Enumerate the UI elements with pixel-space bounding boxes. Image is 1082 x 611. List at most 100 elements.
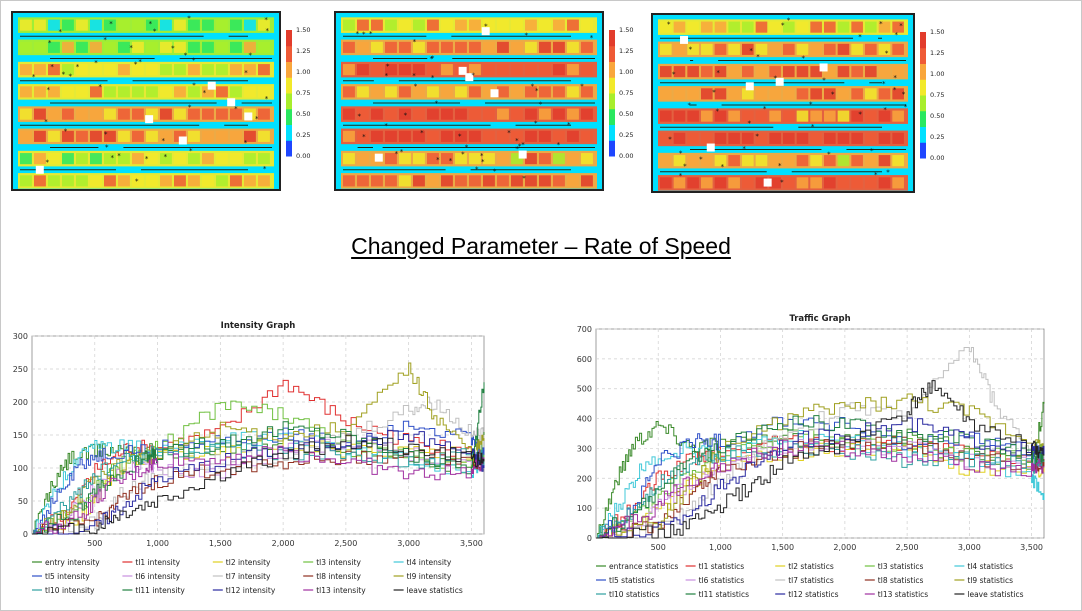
heat-cell <box>20 175 32 187</box>
heat-cell <box>258 130 270 142</box>
heat-cell <box>796 110 809 122</box>
heat-cell <box>413 175 425 187</box>
heat-cell <box>399 41 411 53</box>
heat-cell <box>865 155 877 167</box>
heat-cell <box>497 153 509 165</box>
heat-cell <box>687 66 699 78</box>
series-line <box>596 415 1045 539</box>
heat-cell <box>837 132 850 144</box>
heat-cell <box>701 43 713 55</box>
heat-cell <box>755 88 768 100</box>
heat-cell <box>851 66 863 78</box>
heat-cell <box>132 130 144 142</box>
heat-cell <box>851 155 863 167</box>
heat-cell <box>673 177 686 189</box>
heat-cell <box>413 19 425 31</box>
agent-marker: * <box>524 32 528 40</box>
heat-cell <box>769 110 781 122</box>
heat-cell <box>878 43 891 55</box>
heat-cell <box>525 41 537 53</box>
obstacle <box>35 165 44 174</box>
heat-cell <box>673 21 686 33</box>
scale-swatch <box>286 77 292 94</box>
heat-cell <box>497 175 509 187</box>
scale-swatch <box>286 140 292 157</box>
heat-cell <box>837 155 850 167</box>
heat-cell <box>539 41 551 53</box>
heat-cell <box>539 86 551 98</box>
heat-cell <box>174 86 186 98</box>
heat-cell <box>146 41 158 53</box>
heat-cell <box>76 108 88 120</box>
heat-cell <box>202 153 214 165</box>
agent-marker: * <box>76 63 80 71</box>
heat-cell <box>62 19 74 31</box>
agent-marker: * <box>404 111 408 119</box>
agent-marker: * <box>557 141 561 149</box>
heat-cell <box>188 86 200 98</box>
legend-label: tl1 intensity <box>135 558 180 567</box>
heat-cell <box>553 130 565 142</box>
heat-cell <box>539 175 551 187</box>
heat-cell <box>755 177 768 189</box>
heat-cell <box>258 153 270 165</box>
heat-cell <box>441 108 453 120</box>
heat-cell <box>810 155 822 167</box>
heat-cell <box>824 21 836 33</box>
agent-marker: * <box>32 73 36 81</box>
x-tick-label: 2,000 <box>833 543 856 552</box>
heat-cell <box>755 21 768 33</box>
heat-cell <box>34 19 46 31</box>
heat-cell <box>878 155 891 167</box>
y-tick-label: 300 <box>13 332 28 341</box>
heat-cell <box>701 132 713 144</box>
heat-cell <box>385 86 397 98</box>
obstacle <box>518 150 527 159</box>
agent-marker: * <box>484 23 488 31</box>
heat-cell <box>837 66 850 78</box>
heat-cell <box>742 43 754 55</box>
heat-cell <box>824 155 836 167</box>
heat-cell <box>62 153 74 165</box>
heat-cell <box>399 153 411 165</box>
scale-swatch <box>286 61 292 78</box>
heat-cell <box>132 108 144 120</box>
heat-cell <box>483 41 495 53</box>
heat-cell <box>160 108 172 120</box>
scale-label: 1.25 <box>296 47 310 55</box>
heat-cell <box>413 108 425 120</box>
heat-cell <box>469 64 481 76</box>
heat-cell <box>202 64 214 76</box>
heatmap-1: * * * * * * * * * * * * * * * * * * * * * * * * * * * * * * * * * * * * * * * *… <box>10 10 320 200</box>
agent-marker: * <box>188 103 192 111</box>
scale-swatch <box>609 45 615 62</box>
heat-cell <box>728 43 740 55</box>
heat-cell <box>385 153 397 165</box>
heat-cell <box>160 41 172 53</box>
heat-cell <box>174 153 186 165</box>
heat-cell <box>399 130 411 142</box>
heat-cell <box>427 86 439 98</box>
heat-cell <box>455 41 467 53</box>
heat-cell <box>660 110 672 122</box>
heat-cell <box>878 110 891 122</box>
heat-cell <box>399 64 411 76</box>
heat-cell <box>837 177 850 189</box>
obstacle <box>244 112 253 121</box>
scale-swatch <box>920 47 926 64</box>
heat-cell <box>525 64 537 76</box>
heat-cell <box>90 130 102 142</box>
heat-cell <box>188 153 200 165</box>
agent-marker: * <box>886 168 890 176</box>
agent-marker: * <box>809 101 813 109</box>
agent-marker: * <box>184 52 188 60</box>
heat-cell <box>146 153 158 165</box>
agent-marker: * <box>263 165 267 173</box>
heat-cell <box>469 175 481 187</box>
agent-marker: * <box>414 82 418 90</box>
agent-marker: * <box>672 70 676 78</box>
scale-swatch <box>920 95 926 112</box>
heat-cell <box>20 41 32 53</box>
maze-layer: * * * * * * * * * * * * * * * * * * * * * * * * * * * * * * * * * * * * * * * *… <box>11 11 281 191</box>
agent-marker: * <box>395 150 399 158</box>
